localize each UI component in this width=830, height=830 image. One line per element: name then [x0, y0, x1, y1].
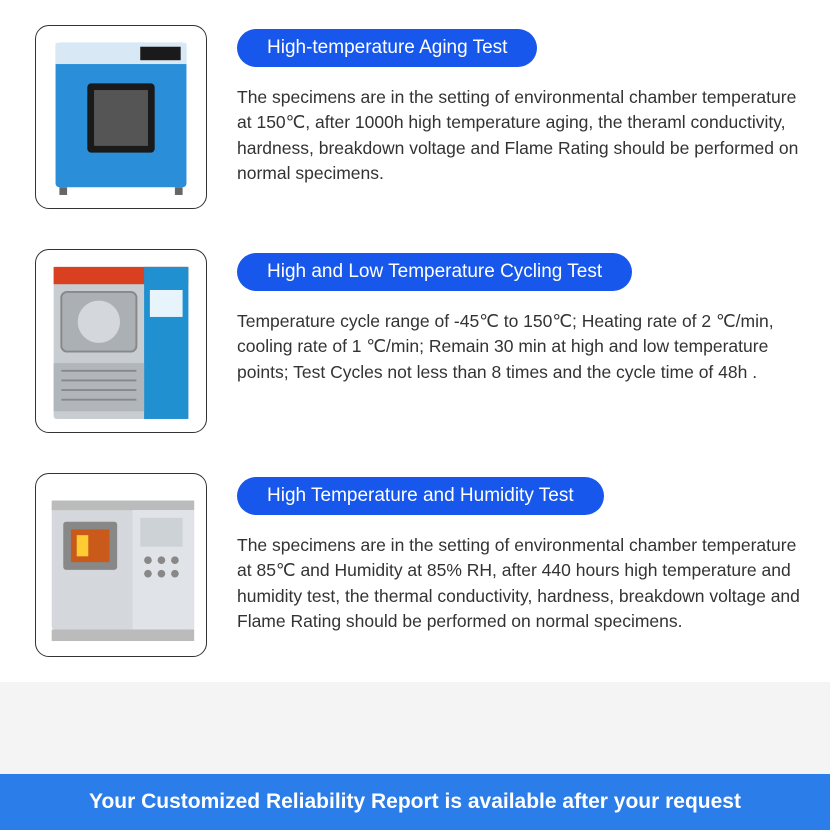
desc-humidity: The specimens are in the setting of envi… [237, 533, 800, 635]
section-aging: High-temperature Aging Test The specimen… [20, 10, 810, 234]
text-col-aging: High-temperature Aging Test The specimen… [237, 25, 810, 187]
desc-cycling: Temperature cycle range of -45℃ to 150℃;… [237, 309, 800, 385]
title-pill-humidity: High Temperature and Humidity Test [237, 477, 604, 515]
machine-image-aging [35, 25, 207, 209]
content-area: High-temperature Aging Test The specimen… [0, 0, 830, 682]
section-cycling: High and Low Temperature Cycling Test Te… [20, 234, 810, 458]
title-pill-cycling: High and Low Temperature Cycling Test [237, 253, 632, 291]
title-pill-aging: High-temperature Aging Test [237, 29, 537, 67]
footer-banner: Your Customized Reliability Report is av… [0, 774, 830, 830]
machine-image-cycling [35, 249, 207, 433]
text-col-humidity: High Temperature and Humidity Test The s… [237, 473, 810, 635]
machine-svg-1 [44, 34, 198, 200]
machine-image-humidity [35, 473, 207, 657]
desc-aging: The specimens are in the setting of envi… [237, 85, 800, 187]
machine-svg-2 [44, 258, 198, 424]
section-humidity: High Temperature and Humidity Test The s… [20, 458, 810, 682]
machine-svg-3 [44, 482, 198, 648]
text-col-cycling: High and Low Temperature Cycling Test Te… [237, 249, 810, 385]
